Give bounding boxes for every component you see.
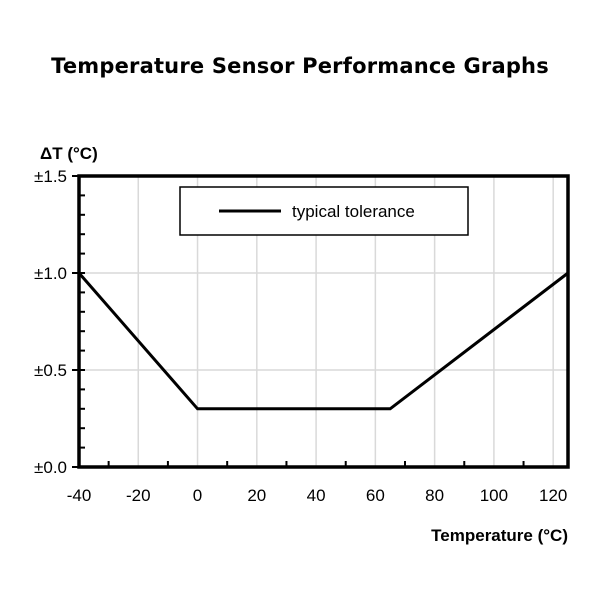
x-axis-title: Temperature (°C) [431,526,568,545]
y-tick-label: ±0.5 [34,361,67,380]
y-tick-label: ±0.0 [34,458,67,477]
legend: typical tolerance [179,186,469,236]
page-title: Temperature Sensor Performance Graphs [51,54,549,78]
typical-tolerance-line [77,271,569,411]
x-tick-label: 60 [366,486,385,505]
x-tick-label: 120 [539,486,567,505]
plot-frame [77,174,570,469]
x-tick-label: 100 [480,486,508,505]
x-tick-label: 40 [307,486,326,505]
x-tick-label: -20 [126,486,151,505]
x-tick-label: 80 [425,486,444,505]
x-tick-label: 20 [247,486,266,505]
y-axis-title: ΔT (°C) [40,144,98,163]
x-tick-label: 0 [193,486,202,505]
y-tick-label: ±1.0 [34,264,67,283]
legend-label: typical tolerance [292,202,415,221]
y-tick-label: ±1.5 [34,167,67,186]
x-axis-tick-labels: -40 -20 0 20 40 60 80 100 120 [67,486,568,505]
x-tick-label: -40 [67,486,92,505]
y-axis-tick-labels: ±0.0 ±0.5 ±1.0 ±1.5 [34,167,67,477]
